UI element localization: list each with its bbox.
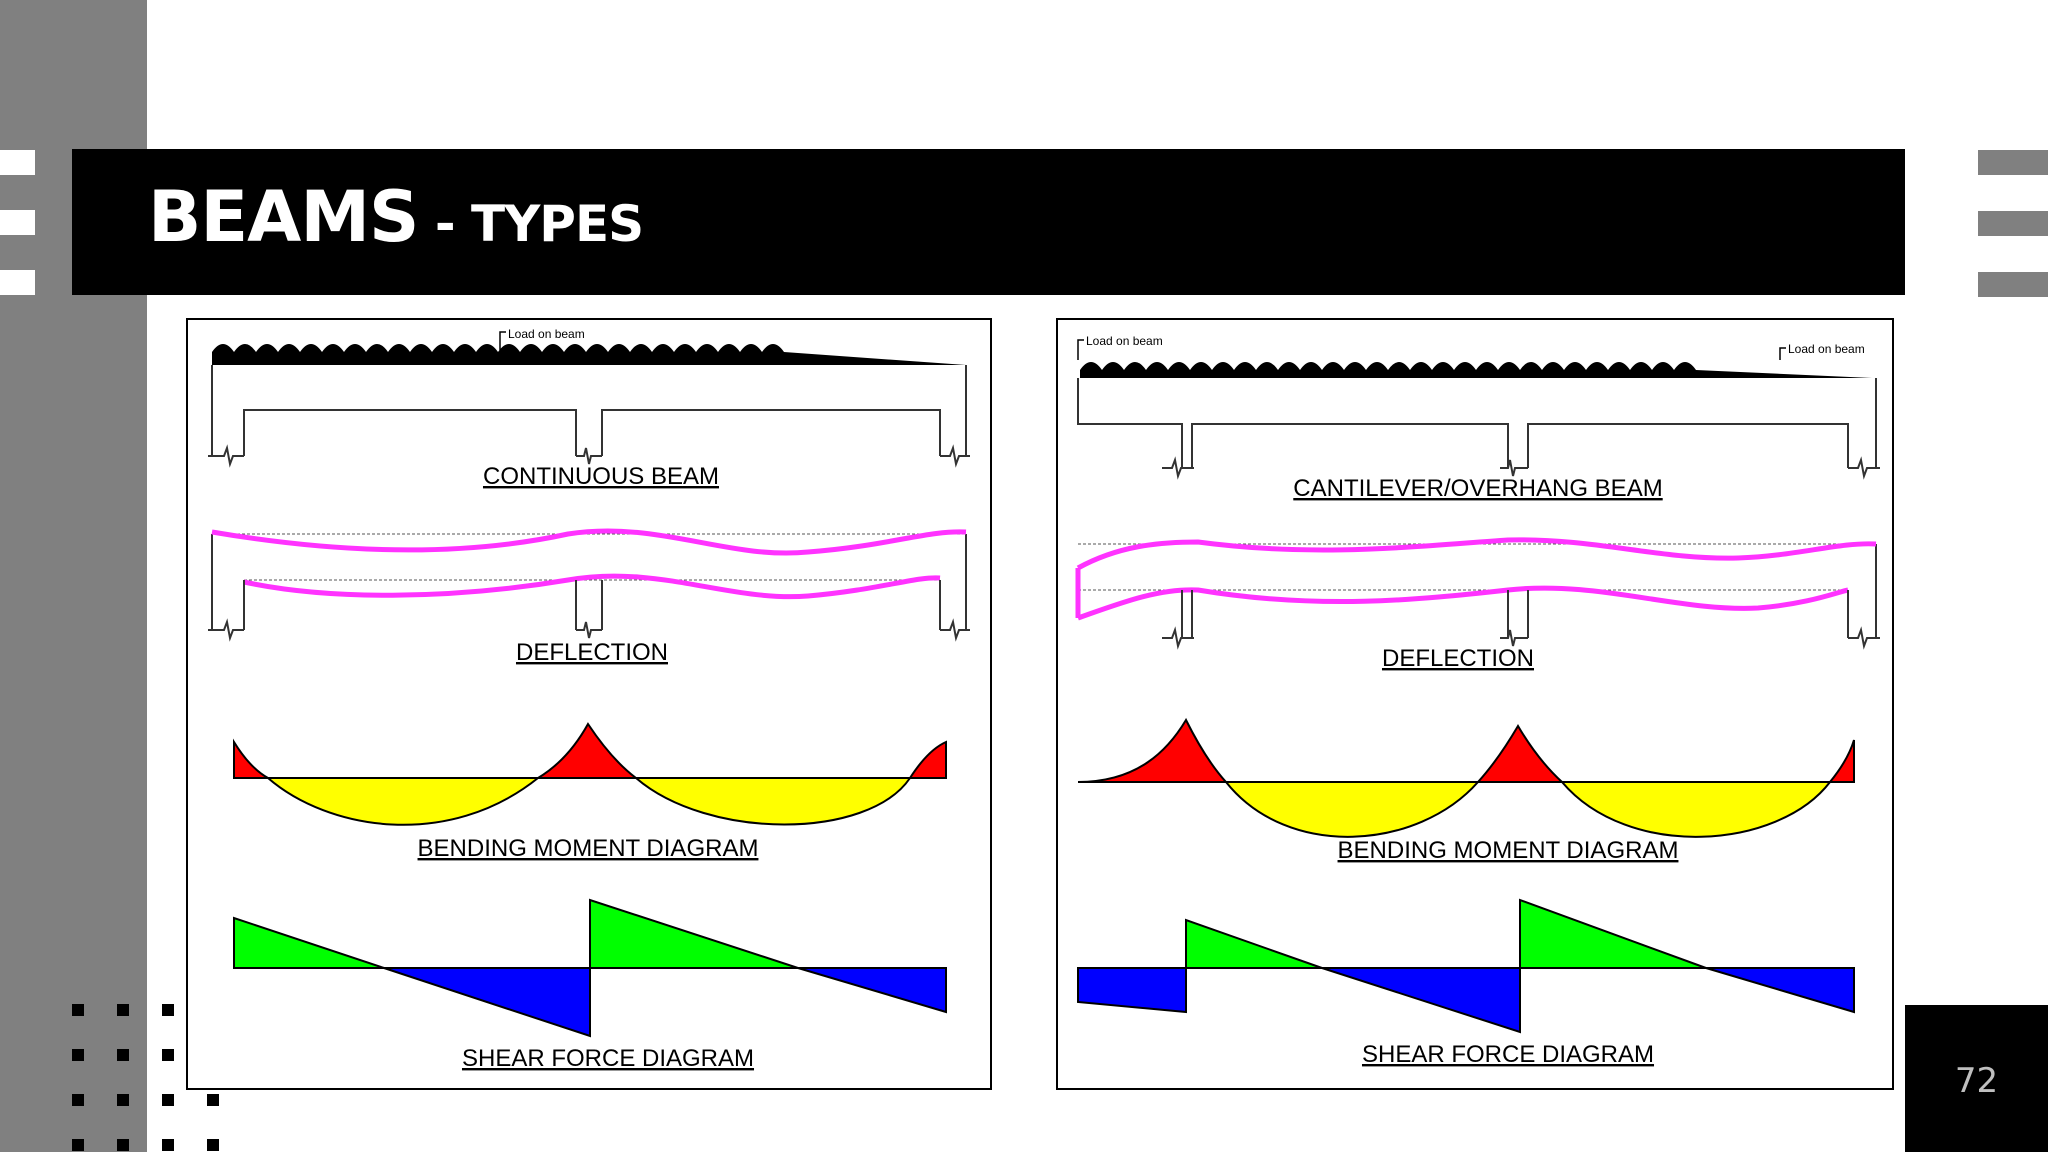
sfd-label: SHEAR FORCE DIAGRAM — [1362, 1041, 1654, 1068]
deflection-label: DEFLECTION — [516, 639, 668, 666]
sfd-label: SHEAR FORCE DIAGRAM — [462, 1045, 754, 1072]
deflection-curves — [1075, 537, 1880, 650]
continuous-beam-label: CONTINUOUS BEAM — [483, 463, 719, 490]
right-stripe-1 — [1978, 150, 2048, 175]
bending-moment-diagram — [233, 722, 947, 826]
deflection-curves — [208, 528, 970, 642]
bending-moment-diagram — [1077, 717, 1855, 838]
load-label-left: Load on beam — [1086, 334, 1163, 348]
continuous-beam-diagram: Load on beam CONTINUOUS BEAM DEFLECTION — [208, 327, 970, 1072]
load-label-right: Load on beam — [1788, 342, 1865, 356]
load-label: Load on beam — [508, 327, 585, 341]
left-stripe-3 — [0, 270, 35, 295]
continuous-beam-panel: Load on beam CONTINUOUS BEAM DEFLECTION — [186, 318, 992, 1090]
bmd-label: BENDING MOMENT DIAGRAM — [418, 835, 759, 862]
title-bar — [72, 149, 1905, 295]
page-number: 72 — [1954, 1061, 1999, 1101]
page-number-box: 72 — [1905, 1005, 2048, 1152]
cantilever-beam-panel: Load on beam Load on beam CANTILEVER/OVE… — [1056, 318, 1894, 1090]
bmd-label: BENDING MOMENT DIAGRAM — [1338, 837, 1679, 864]
beam-frame — [1077, 378, 1880, 480]
shear-force-diagram — [1077, 898, 1855, 1034]
right-stripe-2 — [1978, 211, 2048, 236]
left-stripe-2 — [0, 210, 35, 235]
distributed-load — [212, 331, 966, 365]
shear-force-diagram — [233, 898, 947, 1038]
slide-title: BEAMS - TYPES — [148, 176, 644, 258]
title-main: BEAMS — [148, 176, 419, 258]
cantilever-beam-label: CANTILEVER/OVERHANG BEAM — [1293, 475, 1662, 502]
title-sub: - TYPES — [418, 195, 644, 253]
beam-frame — [208, 365, 970, 468]
deflection-label: DEFLECTION — [1382, 645, 1534, 672]
distributed-load — [1077, 339, 1872, 378]
right-stripe-3 — [1978, 272, 2048, 297]
cantilever-beam-diagram: Load on beam Load on beam CANTILEVER/OVE… — [1075, 334, 1880, 1068]
left-stripe-1 — [0, 150, 35, 175]
